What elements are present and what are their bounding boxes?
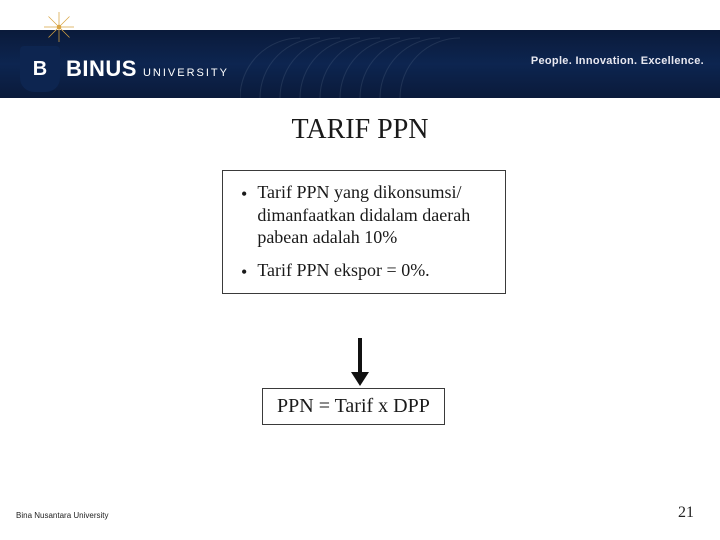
arrow-head bbox=[351, 372, 369, 386]
content-box: • Tarif PPN yang dikonsumsi/ dimanfaatka… bbox=[222, 170, 506, 294]
bullet-text: Tarif PPN ekspor = 0%. bbox=[257, 259, 429, 284]
brand-logo: B BINUS UNIVERSITY bbox=[14, 10, 244, 92]
slide-header: People. Innovation. Excellence. B bbox=[0, 0, 720, 98]
header-tagline: People. Innovation. Excellence. bbox=[531, 55, 704, 67]
fan-pattern-icon bbox=[240, 30, 500, 98]
brand-university-text: UNIVERSITY bbox=[143, 67, 229, 79]
header-decor-fan bbox=[240, 30, 500, 98]
brand-wordmark: BINUS UNIVERSITY bbox=[66, 56, 229, 82]
bullet-dot-icon: • bbox=[241, 183, 247, 249]
shield-icon: B bbox=[20, 46, 60, 92]
arrow-shaft bbox=[358, 338, 362, 374]
slide-title: TARIF PPN bbox=[0, 114, 720, 146]
footer-institution: Bina Nusantara University bbox=[16, 511, 108, 520]
formula-box: PPN = Tarif x DPP bbox=[262, 388, 445, 425]
shield-letter: B bbox=[33, 58, 47, 81]
down-arrow-icon bbox=[351, 338, 369, 386]
bullet-dot-icon: • bbox=[241, 261, 247, 284]
bullet-item: • Tarif PPN yang dikonsumsi/ dimanfaatka… bbox=[241, 181, 491, 249]
page-number: 21 bbox=[678, 504, 694, 522]
star-burst-icon bbox=[44, 12, 74, 42]
bullet-text: Tarif PPN yang dikonsumsi/ dimanfaatkan … bbox=[257, 181, 491, 249]
bullet-item: • Tarif PPN ekspor = 0%. bbox=[241, 259, 491, 284]
brand-binus-text: BINUS bbox=[66, 56, 137, 82]
